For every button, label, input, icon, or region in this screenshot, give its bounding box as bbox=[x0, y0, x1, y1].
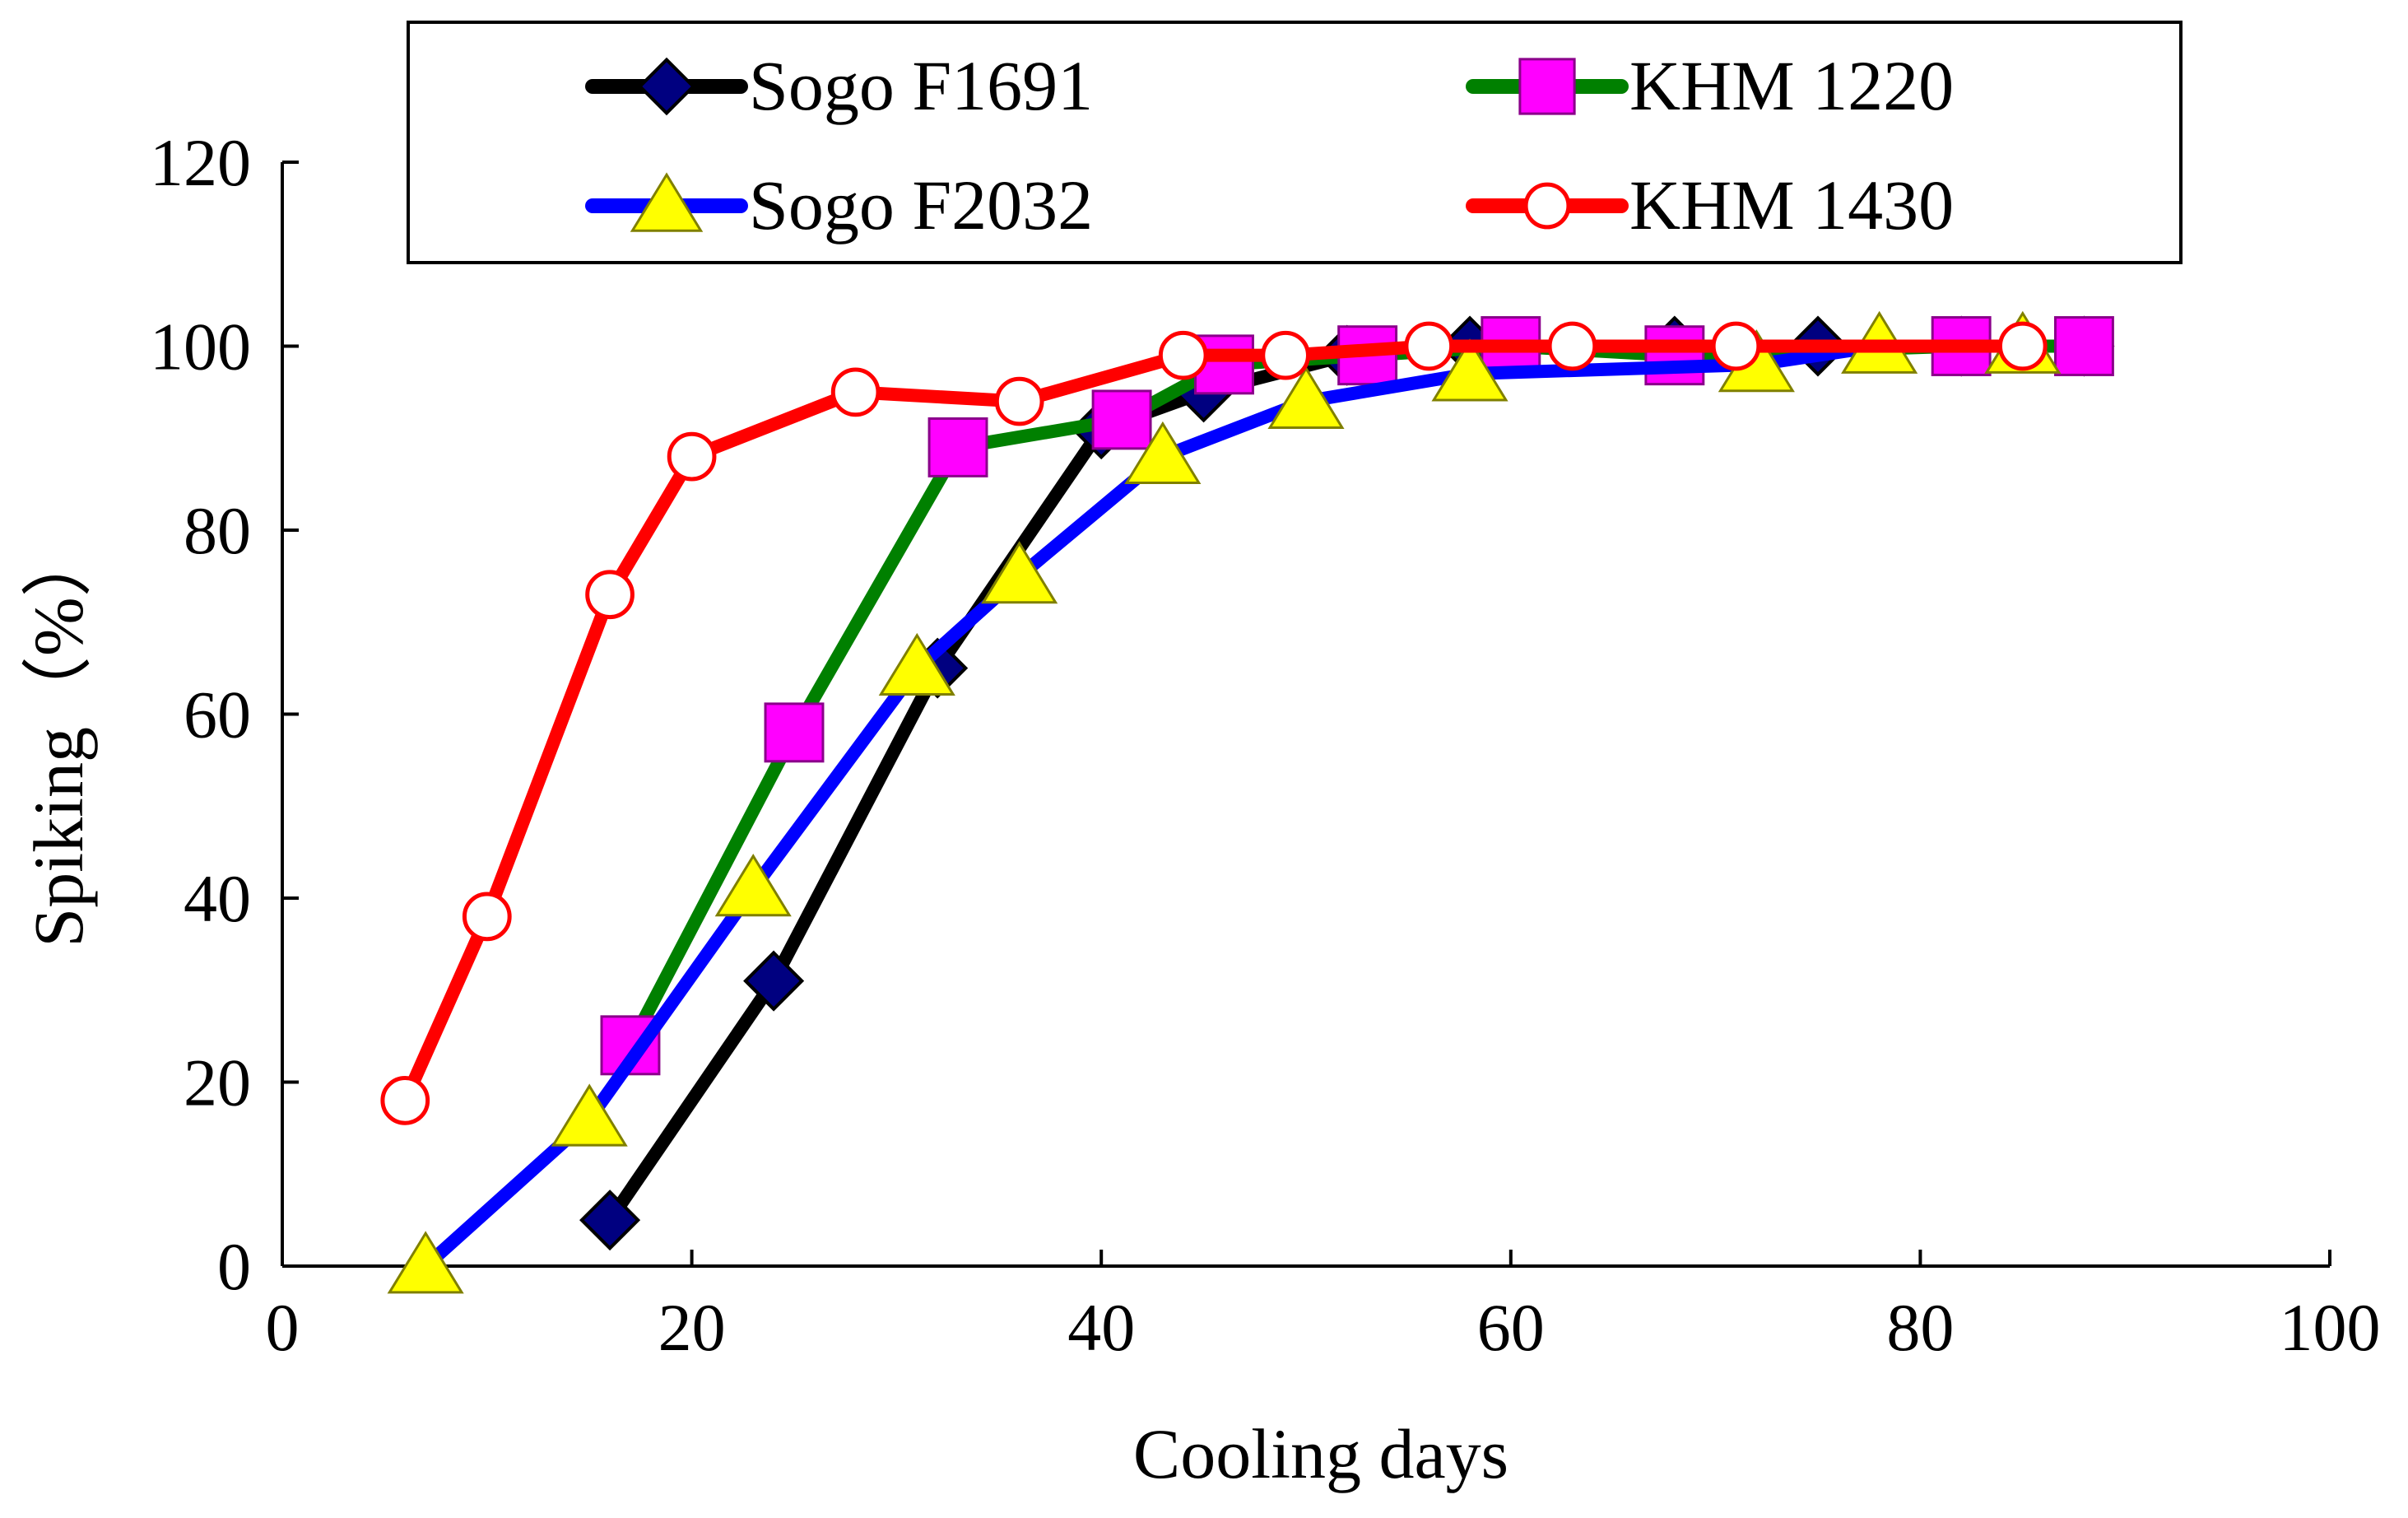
data-point bbox=[743, 950, 805, 1012]
data-point bbox=[764, 702, 825, 763]
data-point bbox=[551, 1083, 628, 1147]
x-tick-label: 60 bbox=[1477, 1290, 1545, 1365]
legend: Sogo F1691 KHM 1220 Sogo F2032 KHM 1430 bbox=[407, 21, 2183, 264]
series-layer bbox=[380, 310, 2115, 1294]
x-tick-label: 80 bbox=[1886, 1290, 1954, 1365]
data-point bbox=[1158, 330, 1208, 380]
legend-item-sogo-f2032: Sogo F2032 bbox=[585, 165, 1093, 244]
y-tick-label: 80 bbox=[184, 493, 251, 568]
data-point bbox=[2053, 316, 2114, 376]
y-tick-label: 20 bbox=[184, 1045, 251, 1120]
data-point bbox=[1644, 325, 1705, 386]
data-point bbox=[1431, 338, 1508, 402]
series-sogo-f2032 bbox=[387, 310, 2062, 1294]
data-point bbox=[927, 417, 988, 477]
series-line-khm-1430 bbox=[398, 339, 2029, 1107]
x-tick-label: 0 bbox=[266, 1290, 300, 1365]
legend-label: KHM 1220 bbox=[1629, 46, 1954, 125]
y-tick-label: 60 bbox=[184, 678, 251, 752]
legend-label: Sogo F2032 bbox=[749, 165, 1093, 244]
x-axis-title: Cooling days bbox=[1133, 1414, 1508, 1493]
data-point bbox=[667, 431, 717, 482]
data-point bbox=[878, 632, 955, 696]
data-point bbox=[1261, 330, 1310, 380]
legend-item-khm-1430: KHM 1430 bbox=[1466, 165, 1954, 244]
data-point bbox=[585, 570, 635, 620]
data-point bbox=[1404, 321, 1454, 371]
legend-swatch-marker bbox=[630, 172, 704, 232]
data-point bbox=[830, 367, 881, 417]
y-tick-label: 120 bbox=[150, 125, 251, 200]
legend-item-sogo-f1691: Sogo F1691 bbox=[585, 46, 1093, 125]
data-point bbox=[387, 1231, 464, 1294]
series-khm-1430 bbox=[380, 321, 2048, 1125]
data-point bbox=[1997, 321, 2048, 371]
data-point bbox=[380, 1075, 430, 1125]
data-point bbox=[1267, 366, 1345, 429]
legend-swatch-marker bbox=[637, 57, 696, 116]
y-tick-label: 0 bbox=[217, 1229, 251, 1304]
y-tick-label: 100 bbox=[150, 310, 251, 384]
x-tick-label: 20 bbox=[658, 1290, 726, 1365]
legend-item-khm-1220: KHM 1220 bbox=[1466, 46, 1954, 125]
y-ticks: 0 20 40 60 80 100 120 bbox=[150, 125, 299, 1304]
data-point bbox=[994, 376, 1044, 426]
data-point bbox=[1711, 321, 1761, 371]
data-point bbox=[981, 541, 1058, 604]
legend-label: Sogo F1691 bbox=[749, 46, 1093, 125]
legend-box bbox=[407, 21, 2183, 264]
data-point bbox=[579, 1190, 641, 1251]
legend-swatch-marker bbox=[1518, 58, 1576, 115]
x-ticks: 0 20 40 60 80 100 bbox=[266, 1250, 2381, 1365]
y-axis-title: Spiking（%） bbox=[19, 526, 98, 947]
data-point bbox=[1091, 389, 1152, 450]
legend-swatch-marker bbox=[1523, 182, 1571, 230]
legend-label: KHM 1430 bbox=[1629, 165, 1954, 244]
y-tick-label: 40 bbox=[184, 861, 251, 936]
x-tick-label: 40 bbox=[1067, 1290, 1135, 1365]
data-point bbox=[714, 854, 792, 917]
data-point bbox=[1124, 421, 1202, 485]
data-point bbox=[462, 892, 512, 942]
data-point bbox=[1547, 321, 1597, 371]
legend-items: Sogo F1691 KHM 1220 Sogo F2032 KHM 1430 bbox=[585, 46, 1954, 244]
x-tick-label: 100 bbox=[2280, 1290, 2381, 1365]
